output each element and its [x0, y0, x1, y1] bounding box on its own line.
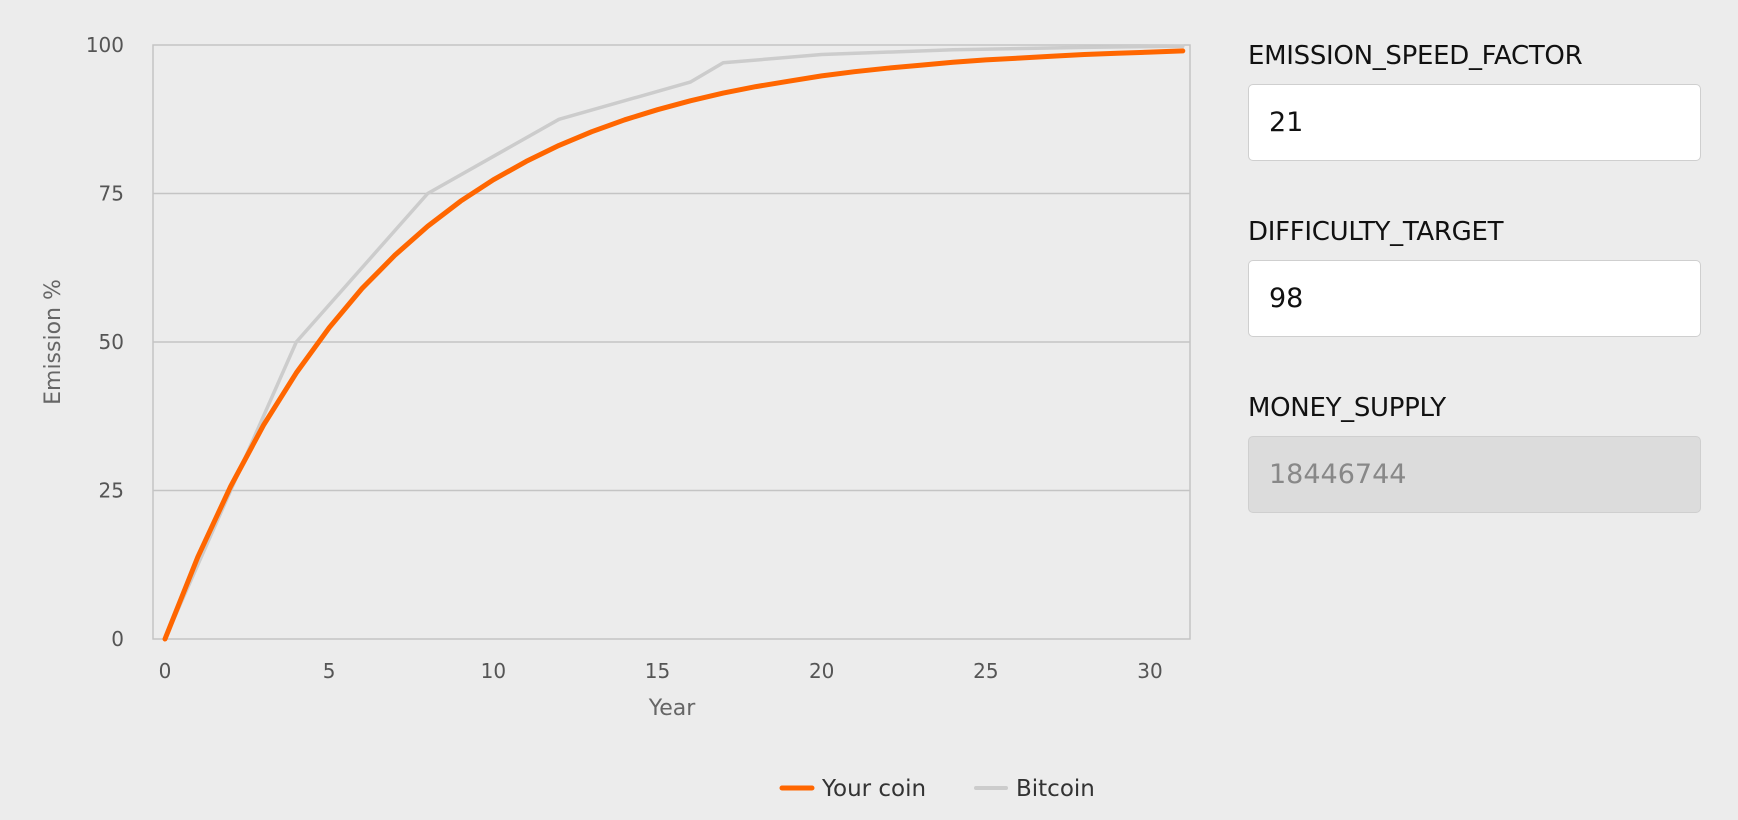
difficulty-target-label: DIFFICULTY_TARGET	[1248, 217, 1504, 247]
money-supply-label: MONEY_SUPPLY	[1248, 393, 1446, 423]
x-tick-label: 10	[481, 659, 506, 683]
legend-label-bitcoin: Bitcoin	[1016, 776, 1095, 802]
y-tick-label: 50	[99, 330, 124, 354]
emission-chart-svg: 0 25 50 75 100 0 5 10 15 20 25 30 Year Emission % Your…	[41, 33, 1191, 802]
y-tick-label: 0	[111, 627, 124, 651]
x-tick-label: 20	[809, 659, 834, 683]
difficulty-target-input[interactable]	[1248, 260, 1701, 337]
x-tick-label: 25	[973, 659, 998, 683]
x-tick-label: 15	[645, 659, 670, 683]
x-tick-label: 30	[1137, 659, 1162, 683]
y-tick-label: 25	[99, 479, 124, 503]
series-line-bitcoin	[163, 44, 1185, 641]
legend-label-your-coin: Your coin	[821, 776, 926, 802]
emission-speed-factor-label: EMISSION_SPEED_FACTOR	[1248, 41, 1583, 71]
y-tick-label: 75	[99, 182, 124, 206]
y-axis-title: Emission %	[41, 279, 66, 405]
plot-frame	[152, 44, 1191, 640]
y-tick-label: 100	[86, 33, 124, 57]
series-line-your-coin	[162, 48, 1186, 642]
x-tick-label: 0	[159, 659, 172, 683]
emission-chart: 0 25 50 75 100 0 5 10 15 20 25 30 Year Emission % Your…	[41, 33, 1191, 802]
x-tick-label: 5	[323, 659, 336, 683]
parameters-panel: EMISSION_SPEED_FACTOR DIFFICULTY_TARGET …	[1248, 30, 1701, 558]
money-supply-input	[1248, 436, 1701, 513]
x-axis-title: Year	[648, 696, 697, 721]
emission-speed-factor-input[interactable]	[1248, 84, 1701, 161]
